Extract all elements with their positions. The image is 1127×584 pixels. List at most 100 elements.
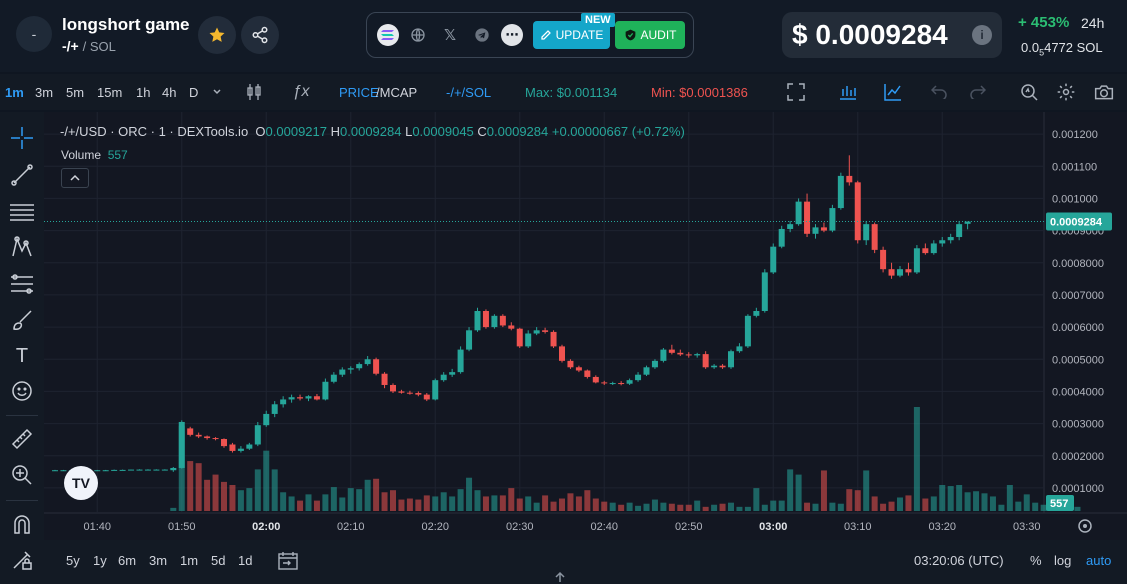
chevron-down-icon[interactable] (207, 82, 227, 102)
price-toggle[interactable]: PRICE (339, 85, 379, 100)
range-1m[interactable]: 1m (180, 553, 199, 568)
emoji-icon[interactable] (10, 379, 34, 403)
candle-body (221, 439, 227, 447)
x-icon[interactable]: 𝕏 (443, 27, 457, 44)
chart-toolbar: 1m 3m 5m 15m 1h 4h D ƒx PRICE /MCAP -/+/… (0, 74, 1127, 110)
candle-body (423, 394, 430, 400)
compare-chart-icon[interactable] (883, 82, 903, 102)
text-tool-icon[interactable]: T (15, 344, 29, 367)
timeframe-4h[interactable]: 4h (162, 85, 177, 100)
candle-body (381, 373, 388, 385)
clock-time[interactable]: 03:20:06 (UTC) (914, 553, 1004, 568)
fib-icon[interactable] (10, 272, 34, 296)
fullscreen-icon[interactable] (786, 82, 806, 102)
volume-bar (964, 492, 971, 511)
volume-bar (271, 469, 278, 511)
timeframe-1h[interactable]: 1h (136, 85, 151, 100)
percent-toggle[interactable]: % (1030, 553, 1042, 568)
mcap-toggle[interactable]: /MCAP (376, 85, 418, 100)
volume-bar (533, 502, 540, 511)
settings-icon[interactable] (1056, 82, 1076, 102)
ruler-icon[interactable] (10, 427, 34, 451)
range-1y[interactable]: 1y (93, 553, 107, 568)
volume-bar (516, 498, 523, 511)
y-tick-label: 0.001200 (1052, 129, 1098, 141)
price-panel: $ 0.0009284 i (782, 12, 1002, 58)
range-5d[interactable]: 5d (211, 553, 226, 568)
more-icon[interactable]: ⋯ (501, 24, 523, 46)
update-button[interactable]: UPDATE (533, 21, 610, 49)
trend-line-icon[interactable] (10, 163, 34, 187)
volume-bar (575, 496, 582, 511)
share-button[interactable] (241, 16, 279, 54)
log-toggle[interactable]: log (1054, 553, 1072, 568)
range-5y[interactable]: 5y (66, 553, 80, 568)
info-icon[interactable]: i (972, 25, 992, 45)
pattern-icon[interactable] (10, 235, 34, 259)
candle-body (575, 367, 582, 371)
volume-bar (373, 478, 380, 511)
timeframe-3m[interactable]: 3m (35, 85, 54, 100)
volume-bar (170, 507, 177, 511)
candle-body (846, 175, 853, 183)
axis-settings-icon[interactable] (1078, 519, 1092, 533)
candles-icon[interactable] (244, 82, 264, 102)
volume-bar (947, 486, 954, 511)
volume-bar (973, 491, 980, 511)
globe-icon[interactable] (407, 24, 429, 46)
range-3m[interactable]: 3m (149, 553, 168, 568)
legend-close: 0.0009284 (486, 124, 549, 139)
volume-bar (1023, 494, 1030, 511)
token-name: longshort game (62, 15, 190, 34)
timeframe-1m[interactable]: 1m (5, 85, 24, 100)
volume-bar (347, 488, 354, 511)
x-tick-label: 02:50 (675, 521, 703, 533)
telegram-icon[interactable] (471, 24, 493, 46)
volume-bar (854, 490, 861, 511)
candle-body (237, 448, 244, 451)
trades-chart-icon[interactable] (838, 82, 858, 102)
volume-bar (288, 496, 295, 511)
lock-drawings-icon[interactable] (10, 548, 34, 572)
candle-body (102, 470, 109, 472)
timeframe-d[interactable]: D (189, 85, 199, 100)
solana-icon[interactable] (377, 24, 399, 46)
candle-body (178, 421, 185, 468)
auto-toggle[interactable]: auto (1086, 553, 1112, 568)
timeframe-5m[interactable]: 5m (66, 85, 85, 100)
price-chart[interactable]: 0.0001000 0.0002000 0.0003000 0.0004000 0.00… (44, 112, 1127, 540)
camera-icon[interactable] (1094, 82, 1114, 102)
toolbar-separator (6, 500, 38, 501)
volume-value: 557 (107, 148, 128, 162)
collapse-legend-button[interactable] (61, 168, 89, 188)
candle-body (837, 175, 844, 209)
candle-body (144, 469, 151, 471)
calendar-range-icon[interactable] (278, 551, 298, 574)
audit-button[interactable]: AUDIT (615, 21, 685, 49)
volume-bar (981, 493, 988, 511)
horizontal-lines-icon[interactable] (10, 200, 34, 224)
candle-body (694, 354, 701, 356)
range-6m[interactable]: 6m (118, 553, 137, 568)
scroll-up-icon[interactable] (554, 570, 566, 584)
indicators-icon[interactable]: ƒx (292, 83, 310, 100)
chart-background (44, 112, 1127, 540)
crosshair-icon[interactable] (10, 126, 34, 150)
pair-toggle[interactable]: -/+/SOL (446, 85, 492, 100)
tradingview-logo[interactable]: TV (64, 466, 98, 500)
timeframe-15m[interactable]: 15m (97, 85, 123, 100)
volume-bar (711, 504, 718, 511)
favorite-button[interactable] (198, 16, 236, 54)
zoom-in-icon[interactable] (10, 463, 34, 487)
y-tick-label: 0.0002000 (1052, 451, 1104, 463)
magnet-icon[interactable] (10, 512, 34, 536)
brush-icon[interactable] (10, 308, 34, 332)
candle-body (94, 470, 101, 472)
volume-bar (254, 469, 261, 511)
candle-body (567, 360, 574, 368)
redo-icon[interactable] (968, 82, 988, 102)
range-1d[interactable]: 1d (238, 553, 253, 568)
volume-bar (694, 500, 701, 511)
undo-icon[interactable] (929, 82, 949, 102)
quick-search-icon[interactable] (1019, 82, 1039, 102)
